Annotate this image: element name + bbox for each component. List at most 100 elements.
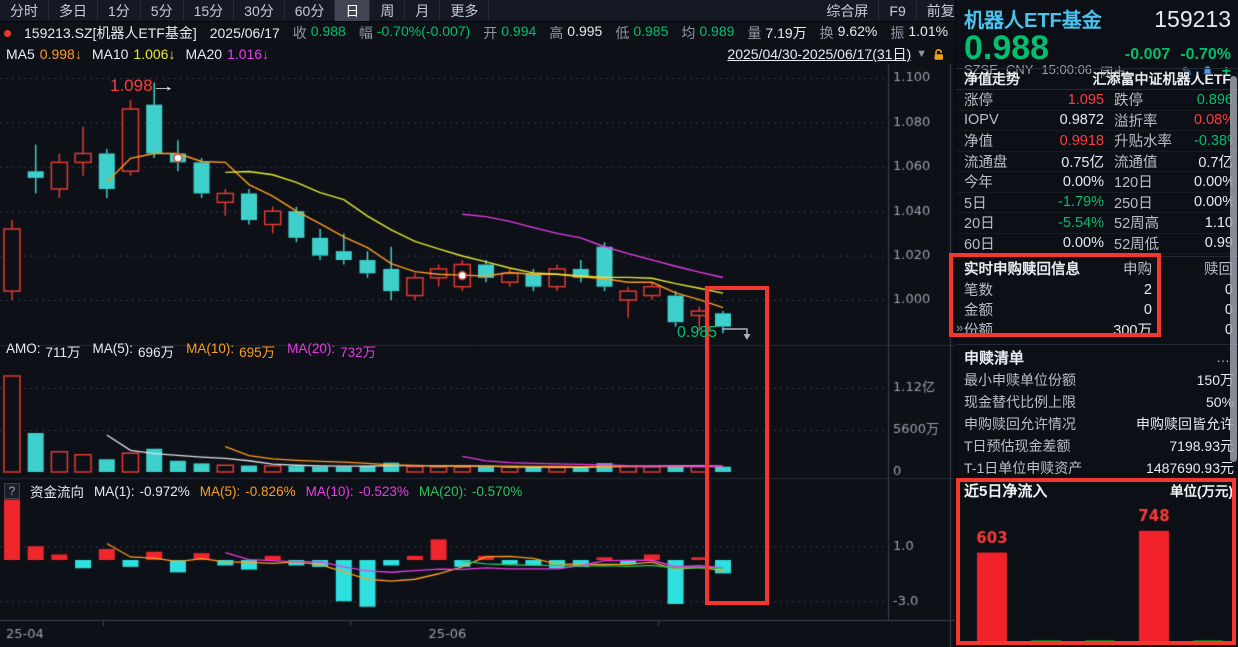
tab-月[interactable]: 月 bbox=[405, 0, 441, 21]
unlock-icon[interactable] bbox=[932, 48, 945, 61]
tab-更多[interactable]: 更多 bbox=[440, 0, 490, 21]
stat-label: 今年 bbox=[964, 175, 993, 192]
stat-value: 0.9872 bbox=[1059, 112, 1104, 129]
nav-tab-row: 净值走势 汇添富中证机器人ETF bbox=[956, 68, 1238, 90]
field-label: 低 bbox=[615, 25, 630, 41]
field-量: 量 7.19万 bbox=[747, 23, 806, 43]
shenshu-row: 申购赎回允许情况 申购赎回皆允许 bbox=[956, 413, 1238, 435]
help-icon[interactable]: ? bbox=[4, 483, 20, 499]
shenshu-label: 现金替代比例上限 bbox=[964, 394, 1076, 410]
realtime-label: 笔数 bbox=[964, 283, 993, 299]
realtime-label: 份额 bbox=[964, 323, 993, 339]
shenshu-title: 申赎清单 bbox=[964, 349, 1025, 367]
stat-label: 净值 bbox=[964, 134, 993, 151]
tab-5分[interactable]: 5分 bbox=[141, 0, 184, 21]
tab-多日[interactable]: 多日 bbox=[49, 0, 98, 21]
fund-code: 159213 bbox=[1154, 6, 1231, 32]
shenshu-label: T-1日单位申赎资产 bbox=[964, 460, 1083, 476]
shenshu-value: 申购赎回皆允许 bbox=[1136, 416, 1234, 432]
quote-fields: 收 0.988 幅 -0.70%(-0.007) 开 0.994 高 0.995 低 0.985 均… bbox=[293, 23, 975, 43]
tab-15分[interactable]: 15分 bbox=[184, 0, 235, 21]
indicator-value: -0.972% bbox=[139, 483, 190, 499]
field-value: 0.995 bbox=[567, 23, 603, 39]
tab-分时[interactable]: 分时 bbox=[0, 0, 49, 21]
alert-dot-icon bbox=[4, 29, 11, 37]
field-label: 开 bbox=[483, 25, 498, 41]
main-chart-canvas[interactable] bbox=[0, 64, 955, 647]
field-振: 振 1.01% bbox=[890, 23, 948, 43]
col-buy-header: 申购 bbox=[1123, 261, 1152, 278]
tool-综合屏[interactable]: 综合屏 bbox=[816, 0, 880, 21]
indicator-MA1: MA(1): -0.972% bbox=[94, 484, 190, 499]
tab-1分[interactable]: 1分 bbox=[98, 0, 141, 21]
indicator-value: 711万 bbox=[45, 345, 81, 360]
indicator-MA20: MA20 1.016↓ bbox=[185, 46, 269, 62]
stat-value: -0.38% bbox=[1194, 132, 1233, 149]
indicator-label: MA(10): bbox=[305, 483, 354, 499]
field-幅: 幅 -0.70%(-0.007) bbox=[359, 23, 470, 43]
fundflow-title: 资金流向 bbox=[30, 485, 84, 500]
stats-row: 涨停 1.095 跌停 0.896 bbox=[956, 90, 1238, 111]
stat-label: IOPV bbox=[964, 112, 999, 129]
net-inflow-5d-section: 近5日净流入 单位(万元) bbox=[956, 478, 1238, 647]
stat-label: 升贴水率 bbox=[1114, 134, 1172, 151]
inflow-bar-chart-canvas[interactable] bbox=[956, 501, 1238, 647]
field-收: 收 0.988 bbox=[293, 23, 346, 43]
indicator-label: MA(20): bbox=[418, 483, 467, 499]
indicator-label: MA(5): bbox=[92, 341, 134, 356]
tab-30分[interactable]: 30分 bbox=[234, 0, 285, 21]
indicator-value: 1.006↓ bbox=[133, 46, 176, 62]
indicator-MA20: MA(20): 732万 bbox=[287, 341, 376, 361]
tool-F9[interactable]: F9 bbox=[879, 0, 917, 21]
indicator-MA10: MA10 1.006↓ bbox=[92, 46, 176, 62]
tab-周[interactable]: 周 bbox=[370, 0, 406, 21]
ma-values: MA5 0.998↓ MA10 1.006↓ MA20 1.016↓ bbox=[6, 46, 269, 62]
stats-row: 净值 0.9918 升贴水率 -0.38% bbox=[956, 131, 1238, 152]
period-tabs: 分时 多日 1分 5分 15分 30分 60分日周月更多 bbox=[0, 0, 490, 21]
indicator-value: 1.016↓ bbox=[227, 46, 270, 62]
fund-stats-table: 涨停 1.095 跌停 0.896 IOPV 0.9872 溢折率 0.08% 净值 0.9918… bbox=[956, 90, 1238, 254]
edit-icon[interactable]: ✎ bbox=[1181, 63, 1193, 79]
stat-value: 0.00% bbox=[1194, 194, 1233, 211]
more-button[interactable]: … bbox=[1216, 349, 1231, 365]
field-value: 0.988 bbox=[310, 23, 346, 39]
panel-collapse-icon[interactable]: » bbox=[956, 320, 964, 335]
field-label: 均 bbox=[681, 25, 696, 41]
stat-value: 0.9918 bbox=[1059, 132, 1104, 149]
field-换: 换 9.62% bbox=[820, 23, 878, 43]
indicator-MA5: MA(5): 696万 bbox=[93, 341, 175, 361]
indicator-label: AMO: bbox=[6, 341, 41, 356]
field-label: 幅 bbox=[358, 25, 373, 41]
date-range-control[interactable]: 2025/04/30-2025/06/17(31日) ▼ bbox=[727, 44, 955, 64]
shenshu-label: 申购赎回允许情况 bbox=[964, 416, 1076, 432]
tab-60分[interactable]: 60分 bbox=[285, 0, 336, 21]
quote-header: 机器人ETF基金 159213 0.988 -0.007 -0.70% SZSE… bbox=[956, 0, 1238, 80]
stat-label: 流通值 bbox=[1114, 154, 1158, 171]
add-icon[interactable]: + bbox=[1221, 62, 1231, 80]
tab-nav-trend[interactable]: 净值走势 bbox=[964, 71, 1020, 87]
stat-label: 52周高 bbox=[1114, 216, 1160, 233]
price-change-pct: -0.70% bbox=[1180, 46, 1231, 63]
indicator-MA5: MA5 0.998↓ bbox=[6, 46, 82, 62]
realtime-sell-value: 0 bbox=[1224, 301, 1233, 318]
stats-row: 流通盘 0.75亿 流通值 0.7亿 bbox=[956, 152, 1238, 172]
subscription-list-section: 申赎清单 … 最小申赎单位份额 150万 现金替代比例上限 50% 申购赎回允许情况 申购… bbox=[956, 344, 1238, 478]
date-range-label[interactable]: 2025/04/30-2025/06/17(31日) bbox=[727, 46, 912, 62]
scrollbar-thumb[interactable] bbox=[1230, 76, 1237, 462]
shenshu-label: 最小申赎单位份额 bbox=[964, 372, 1076, 388]
indicator-label: MA(5): bbox=[199, 483, 241, 499]
stat-value: 0.75亿 bbox=[1061, 154, 1104, 171]
stat-label: 120日 bbox=[1114, 175, 1153, 192]
stat-label: 跌停 bbox=[1114, 93, 1143, 110]
tab-日[interactable]: 日 bbox=[335, 0, 371, 21]
indicator-label: MA5 bbox=[6, 46, 35, 62]
trade-date-label: 2025/06/17 bbox=[209, 25, 280, 41]
chevron-down-icon[interactable]: ▼ bbox=[916, 48, 927, 60]
realtime-sell-value: 0 bbox=[1224, 321, 1233, 338]
indicator-label: MA(10): bbox=[186, 341, 235, 356]
fund-full-name[interactable]: 汇添富中证机器人ETF bbox=[1092, 71, 1231, 87]
price-change: -0.007 bbox=[1124, 46, 1171, 63]
quote-time: 15:00:06 bbox=[1041, 62, 1093, 77]
realtime-subscription-section: 实时申购赎回信息 申购 赎回 笔数 2 0 金额 0 0 份额 300万 0 bbox=[956, 256, 1238, 339]
stats-row: 5日 -1.79% 250日 0.00% bbox=[956, 193, 1238, 213]
